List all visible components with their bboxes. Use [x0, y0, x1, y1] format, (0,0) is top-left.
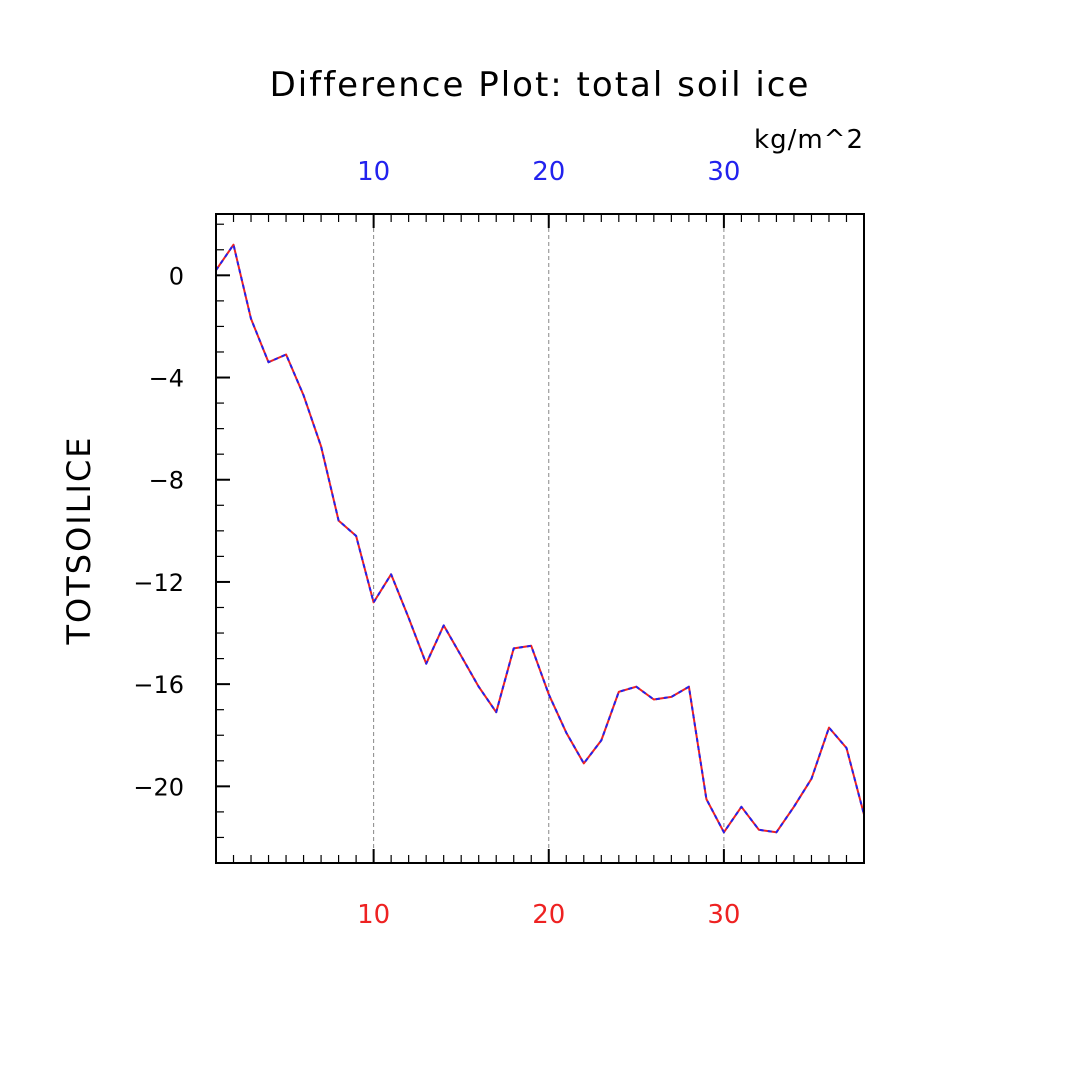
y-tick-label: 0	[169, 262, 184, 290]
x-tick-label-top: 30	[707, 157, 740, 187]
y-axis-label: TOTSOILICE	[60, 435, 98, 645]
y-tick-label: −8	[149, 467, 184, 495]
series-line-2	[215, 243, 865, 834]
chart-title: Difference Plot: total soil ice	[270, 65, 811, 105]
labels-layer: 0 −4 −8 −12 −16 −20 10 20 30 10 20 30	[133, 157, 740, 930]
x-tick-label-top: 10	[357, 157, 390, 187]
y-tick-label: −4	[149, 365, 184, 393]
grid-layer	[373, 214, 725, 863]
y-tick-label: −12	[133, 569, 184, 597]
series-line-1	[215, 243, 865, 834]
plot-layer	[215, 243, 865, 834]
units-label: kg/m^2	[754, 125, 864, 155]
axes-layer	[215, 213, 865, 864]
x-tick-label-bottom: 20	[532, 900, 565, 930]
plot-frame	[215, 213, 865, 864]
x-tick-label-top: 20	[532, 157, 565, 187]
y-tick-label: −16	[133, 671, 184, 699]
x-tick-label-bottom: 30	[707, 900, 740, 930]
y-tick-label: −20	[133, 773, 184, 801]
x-tick-label-bottom: 10	[357, 900, 390, 930]
